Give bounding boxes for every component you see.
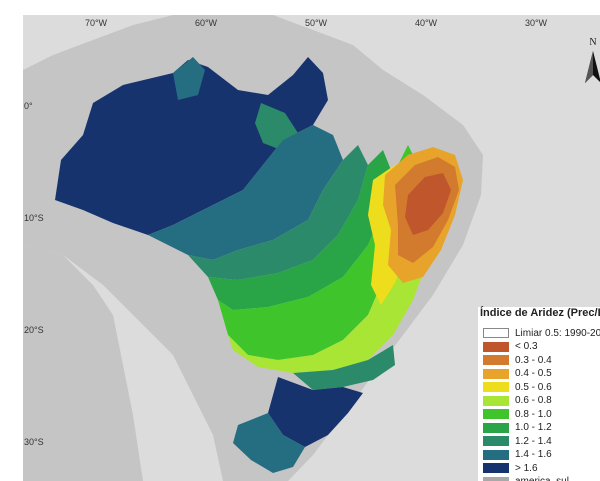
legend-label: 1.2 - 1.4 [515, 435, 552, 447]
legend-item: 0.3 - 0.4 [483, 354, 552, 366]
legend-swatch [483, 449, 509, 460]
legend-item: 0.8 - 1.0 [483, 408, 552, 420]
legend-label: 0.6 - 0.8 [515, 395, 552, 406]
legend-item: 0.6 - 0.8 [483, 395, 552, 407]
legend-item: 1.0 - 1.2 [483, 422, 552, 434]
legend-swatch [483, 355, 509, 365]
legend-swatch [483, 395, 509, 406]
legend-item: 1.2 - 1.4 [483, 435, 552, 447]
legend-label: < 0.3 [515, 341, 538, 352]
legend-label: 1.4 - 1.6 [515, 449, 552, 460]
legend: Índice de Aridez (Prec/Eto) Limiar 0.5: … [478, 307, 600, 481]
zone-0-6-0-8 [228, 155, 443, 373]
longitude-tick-label: 40°W [414, 18, 438, 28]
legend-item: america_sul [483, 476, 569, 481]
legend-item: 0.5 - 0.6 [483, 381, 552, 393]
map-frame[interactable]: 70°W 60°W 50°W 40°W 30°W 0° 10°S 20°S 30°S N Ín… [23, 15, 600, 481]
legend-item: 1.4 - 1.6 [483, 449, 552, 461]
legend-swatch [483, 436, 509, 446]
legend-swatch [483, 476, 509, 481]
north-arrow-label: N [589, 37, 597, 48]
latitude-tick-label: 20°S [24, 325, 44, 335]
legend-item: 0.4 - 0.5 [483, 368, 552, 380]
zone-gt-1-6-south [268, 377, 363, 447]
zone-lt-0-3 [405, 173, 451, 235]
aridity-map[interactable] [23, 15, 600, 481]
zone-1-4-1-6-north [173, 57, 205, 100]
legend-label: 0.4 - 0.5 [515, 368, 552, 379]
legend-label: 0.8 - 1.0 [515, 408, 552, 420]
legend-label: 0.3 - 0.4 [515, 354, 552, 366]
zone-gt-1-6 [55, 57, 328, 235]
legend-swatch [483, 341, 509, 352]
legend-swatch [483, 382, 509, 392]
north-arrow: N [579, 37, 600, 87]
legend-label: 1.0 - 1.2 [515, 422, 552, 433]
latitude-tick-label: 10°S [24, 213, 44, 223]
legend-title: Índice de Aridez (Prec/Eto) [480, 307, 600, 319]
longitude-tick-label: 60°W [194, 18, 218, 28]
legend-label: 0.5 - 0.6 [515, 381, 552, 393]
legend-item: < 0.3 [483, 341, 538, 353]
legend-swatch [483, 409, 509, 419]
latitude-tick-label: 30°S [24, 437, 44, 447]
north-arrow-icon [585, 51, 600, 83]
zone-1-2-1-4 [188, 145, 368, 280]
legend-label: america_sul [515, 476, 569, 481]
zone-0-8-1-0 [218, 145, 418, 360]
zone-1-2-1-4-southeast [293, 345, 395, 390]
legend-swatch [483, 463, 509, 473]
zone-1-4-1-6 [148, 125, 343, 260]
longitude-tick-label: 30°W [524, 18, 548, 28]
latitude-tick-label: 0° [24, 101, 33, 111]
legend-label: > 1.6 [515, 462, 538, 474]
legend-item: > 1.6 [483, 462, 538, 474]
legend-swatch [483, 422, 509, 433]
legend-swatch [483, 368, 509, 379]
longitude-tick-label: 70°W [84, 18, 108, 28]
brazil-aridity-zones [55, 57, 463, 473]
legend-label: Limiar 0.5: 1990-2020 [515, 327, 600, 339]
zone-1-4-1-6-south [233, 413, 305, 473]
legend-item: Limiar 0.5: 1990-2020 [483, 327, 600, 339]
andes-coast-land [23, 245, 143, 481]
legend-swatch [483, 328, 509, 338]
longitude-tick-label: 50°W [304, 18, 328, 28]
zone-1-0-1-2 [208, 150, 393, 310]
